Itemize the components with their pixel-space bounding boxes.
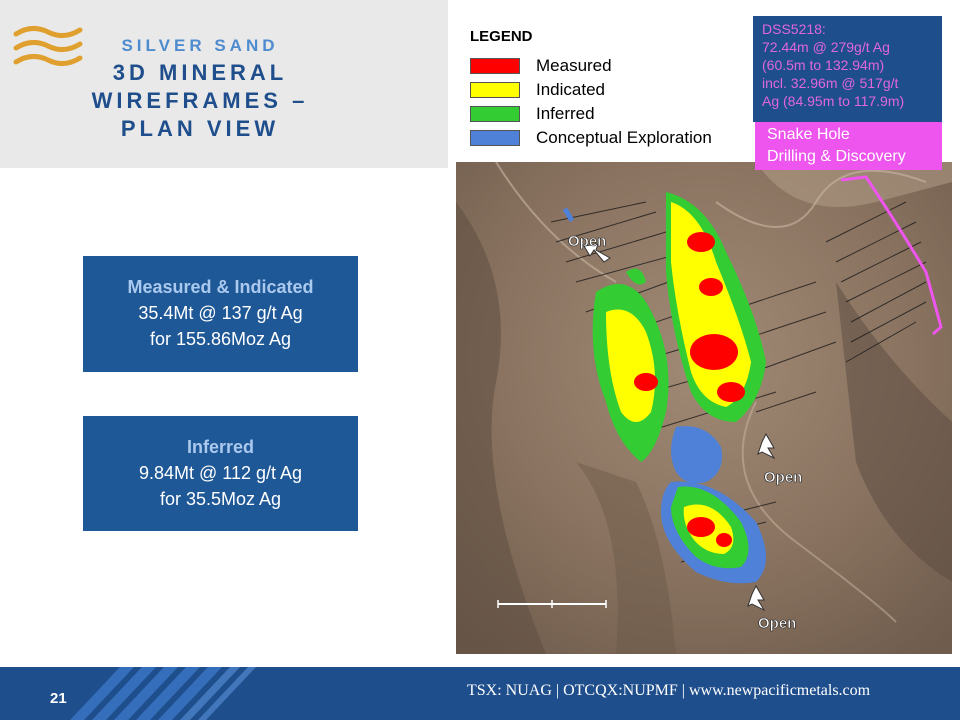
snake-hole-line2: Drilling & Discovery <box>767 148 906 165</box>
road-line <box>495 162 617 283</box>
measured-indicated-contained: for 155.86Moz Ag <box>149 329 292 349</box>
terrain-ridge <box>456 202 546 654</box>
company-logo-waves-icon <box>13 26 83 66</box>
legend: LEGEND Measured Indicated Inferred Conce… <box>458 22 758 162</box>
open-label: Open <box>568 233 606 250</box>
title-panel <box>0 0 448 168</box>
road-line <box>715 169 927 228</box>
drillhole-line: 72.44m @ 279g/t Ag <box>762 39 890 55</box>
wireframe-measured <box>717 382 745 402</box>
legend-label: Measured <box>536 56 612 75</box>
open-arrow-south-icon <box>747 584 766 612</box>
open-label: Open <box>758 615 796 632</box>
legend-swatch-measured <box>470 58 520 74</box>
wireframe-measured <box>687 517 715 537</box>
inferred-heading: Inferred <box>186 437 255 457</box>
drillhole-line: incl. 32.96m @ 517g/t <box>762 75 899 91</box>
legend-title: LEGEND <box>470 28 533 45</box>
wireframe-measured <box>716 533 732 547</box>
page-number: 21 <box>50 690 67 707</box>
measured-indicated-tonnage: 35.4Mt @ 137 g/t Ag <box>138 303 303 323</box>
page-title: 3D MINERAL WIREFRAMES – PLAN VIEW <box>84 59 316 143</box>
measured-indicated-heading: Measured & Indicated <box>127 277 314 297</box>
legend-swatch-indicated <box>470 82 520 98</box>
inferred-contained: for 35.5Moz Ag <box>159 489 282 509</box>
page-title-line: 3D MINERAL <box>112 60 288 85</box>
inferred-tonnage: 9.84Mt @ 112 g/t Ag <box>138 463 303 483</box>
terrain-ridge <box>756 162 952 207</box>
legend-label: Conceptual Exploration <box>536 128 712 147</box>
drillhole-line: DSS5218: <box>762 21 826 37</box>
measured-indicated-box: Measured & Indicated 35.4Mt @ 137 g/t Ag… <box>83 256 358 372</box>
legend-swatch-conceptual <box>470 130 520 146</box>
terrain-ridge <box>576 462 676 654</box>
wireframe-conceptual <box>562 207 575 223</box>
footer-stripes-decoration <box>70 667 256 720</box>
legend-label: Indicated <box>536 80 605 99</box>
drillhole-callout: DSS5218: 72.44m @ 279g/t Ag (60.5m to 13… <box>753 16 942 122</box>
open-arrow-north-icon <box>583 243 611 263</box>
drillhole-line: Ag (84.95m to 117.9m) <box>762 93 905 109</box>
snake-hole-line1: Snake Hole <box>767 126 850 143</box>
page-title-line: PLAN VIEW <box>120 116 280 141</box>
wireframe-measured <box>687 232 715 252</box>
wireframe-inferred <box>626 268 646 285</box>
page-title-line: WIREFRAMES – <box>91 88 309 113</box>
legend-swatch-inferred <box>470 106 520 122</box>
scale-bar <box>497 600 607 608</box>
open-label: Open <box>764 469 802 486</box>
wireframe-indicated <box>606 309 655 422</box>
wireframe-measured <box>699 278 723 296</box>
open-arrow-east-icon <box>757 432 776 460</box>
drillhole-line: (60.5m to 132.94m) <box>762 57 885 73</box>
title-subtitle: SILVER SAND <box>121 36 279 55</box>
inferred-box: Inferred 9.84Mt @ 112 g/t Ag for 35.5Moz… <box>83 416 358 531</box>
satellite-map: Open Open Open <box>456 162 952 654</box>
road-line <box>741 401 897 623</box>
terrain-ridge <box>836 282 952 582</box>
wireframe-measured <box>690 334 738 370</box>
wireframe-conceptual <box>671 426 722 484</box>
legend-label: Inferred <box>536 104 595 123</box>
snake-hole-outline <box>840 175 943 336</box>
footer-ticker-website: TSX: NUAG | OTCQX:NUPMF | www.newpacific… <box>467 682 871 699</box>
snake-hole-label: Snake Hole Drilling & Discovery <box>755 122 942 170</box>
wireframe-measured <box>634 373 658 391</box>
drill-traces <box>550 201 927 563</box>
